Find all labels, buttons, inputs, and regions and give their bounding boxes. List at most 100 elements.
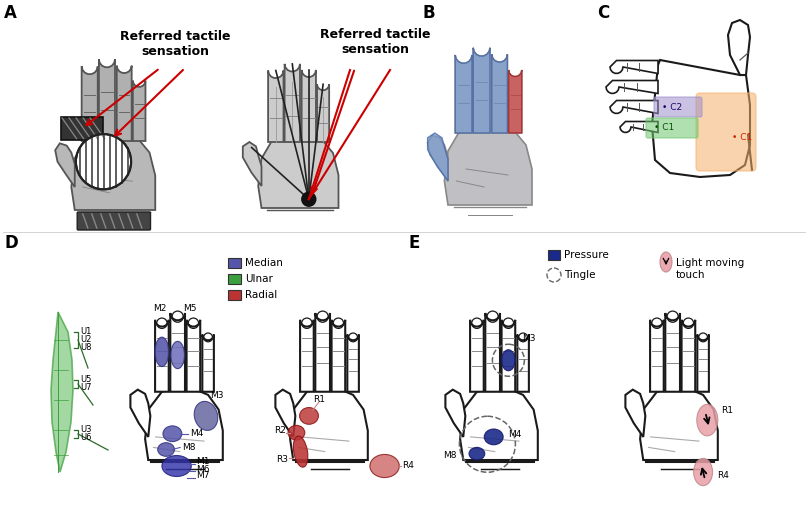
FancyBboxPatch shape (228, 274, 241, 284)
FancyBboxPatch shape (228, 290, 241, 300)
Text: • C1: • C1 (732, 132, 752, 142)
Text: D: D (4, 234, 18, 252)
Text: R4: R4 (718, 472, 729, 480)
Text: Pressure: Pressure (564, 250, 608, 260)
Polygon shape (301, 70, 316, 142)
Ellipse shape (370, 454, 399, 478)
Polygon shape (508, 70, 522, 133)
FancyBboxPatch shape (696, 93, 756, 171)
Polygon shape (268, 71, 284, 142)
Polygon shape (517, 335, 529, 392)
Text: M8: M8 (444, 451, 457, 460)
Circle shape (76, 134, 131, 189)
Polygon shape (486, 313, 500, 392)
Polygon shape (82, 66, 98, 141)
Polygon shape (470, 320, 484, 392)
Text: M6: M6 (196, 464, 210, 474)
Polygon shape (71, 135, 155, 210)
Polygon shape (455, 55, 472, 133)
Text: Referred tactile
sensation: Referred tactile sensation (320, 28, 430, 56)
Polygon shape (455, 55, 472, 133)
Polygon shape (347, 335, 359, 392)
Polygon shape (473, 48, 490, 133)
Text: E: E (408, 234, 419, 252)
Polygon shape (300, 320, 314, 392)
Polygon shape (331, 320, 345, 392)
Text: R1: R1 (722, 406, 734, 414)
Polygon shape (284, 64, 300, 142)
Polygon shape (502, 320, 516, 392)
Text: Tingle: Tingle (564, 270, 595, 280)
Text: B: B (422, 4, 435, 22)
Text: M1: M1 (196, 457, 210, 467)
Polygon shape (444, 127, 532, 205)
Polygon shape (187, 320, 200, 392)
FancyBboxPatch shape (548, 250, 560, 260)
Ellipse shape (293, 436, 308, 467)
Text: C: C (597, 4, 609, 22)
Polygon shape (290, 388, 368, 460)
Text: Referred tactile
sensation: Referred tactile sensation (120, 30, 230, 58)
Text: M3: M3 (523, 334, 536, 343)
Text: Ulnar: Ulnar (245, 274, 273, 284)
Polygon shape (610, 60, 658, 74)
Circle shape (302, 192, 316, 206)
Text: M7: M7 (196, 472, 210, 480)
Text: U6: U6 (80, 433, 91, 443)
Polygon shape (508, 70, 522, 133)
Polygon shape (445, 390, 465, 437)
Polygon shape (625, 390, 646, 437)
Text: A: A (4, 4, 17, 22)
Ellipse shape (693, 458, 713, 485)
Polygon shape (606, 81, 658, 94)
FancyBboxPatch shape (61, 117, 103, 140)
Polygon shape (99, 59, 115, 141)
Polygon shape (620, 122, 658, 132)
Polygon shape (610, 101, 658, 113)
Text: M4: M4 (507, 430, 521, 439)
FancyBboxPatch shape (646, 118, 698, 138)
Ellipse shape (158, 443, 175, 456)
Polygon shape (473, 48, 490, 133)
Polygon shape (652, 60, 750, 177)
Polygon shape (259, 136, 339, 208)
Text: R2: R2 (275, 426, 286, 435)
Text: U3: U3 (80, 426, 91, 434)
FancyBboxPatch shape (78, 212, 150, 230)
Ellipse shape (170, 341, 184, 368)
Ellipse shape (696, 404, 718, 436)
Text: M2: M2 (154, 304, 166, 313)
Ellipse shape (300, 407, 318, 424)
Polygon shape (682, 320, 695, 392)
Polygon shape (55, 143, 75, 187)
Ellipse shape (162, 455, 191, 476)
Polygon shape (317, 84, 329, 142)
Polygon shape (155, 320, 169, 392)
Polygon shape (202, 335, 214, 392)
Text: • C2: • C2 (662, 103, 682, 111)
Ellipse shape (469, 448, 485, 460)
Polygon shape (427, 135, 448, 181)
Polygon shape (665, 313, 680, 392)
Polygon shape (492, 54, 507, 133)
Text: M8: M8 (182, 443, 196, 452)
Text: R4: R4 (402, 461, 415, 471)
Text: U2: U2 (80, 336, 91, 344)
Ellipse shape (660, 252, 672, 272)
Polygon shape (492, 54, 507, 133)
Text: U5: U5 (80, 376, 91, 384)
Ellipse shape (484, 429, 503, 445)
Ellipse shape (288, 425, 305, 440)
Polygon shape (650, 320, 663, 392)
Polygon shape (51, 312, 73, 472)
Polygon shape (133, 81, 145, 141)
Polygon shape (427, 133, 448, 181)
Polygon shape (145, 388, 223, 460)
Ellipse shape (155, 337, 169, 366)
Polygon shape (315, 313, 330, 392)
Polygon shape (170, 313, 185, 392)
Ellipse shape (194, 401, 218, 430)
Text: U8: U8 (80, 343, 91, 353)
Text: R3: R3 (276, 455, 288, 464)
Polygon shape (640, 388, 718, 460)
